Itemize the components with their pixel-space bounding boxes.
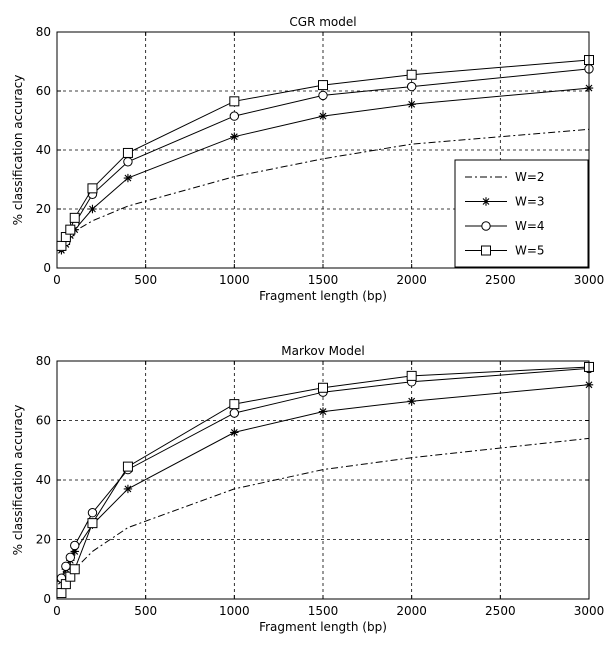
marker-star [70,547,79,556]
chart-markov: 0 500 1000 1500 2000 2500 3000 0 20 40 60 80 Markov … [11,344,604,634]
marker-circle [70,540,80,551]
legend-box [454,159,589,268]
marker-square [56,240,67,251]
x-tick-label: 2000 [396,273,427,287]
marker-circle [87,508,98,518]
series-w2 [60,128,590,251]
marker-circle [406,81,417,92]
legend-label: W=4 [515,219,545,233]
marker-square [318,80,328,91]
x-axis-label: Fragment length (bp) [259,289,387,303]
marker-square [56,588,67,599]
legend-label: W=3 [515,195,545,209]
y-tick-label: 60 [36,414,51,428]
x-tick-label: 500 [134,273,157,287]
marker-star [123,173,133,183]
x-tick-label: 1500 [308,604,339,618]
marker-square [65,224,76,235]
marker-star [88,204,97,214]
chart-cgr: 0 500 1000 1500 2000 2500 3000 0 20 40 60 80 CGR mod… [11,15,604,303]
marker-star [318,111,328,121]
series-line [60,128,590,251]
marker-star [407,396,416,406]
marker-star [481,197,491,206]
x-tick-label: 1000 [219,604,250,618]
marker-square [87,183,98,194]
marker-square [69,212,80,223]
marker-square [229,96,240,107]
marker-star [230,132,239,141]
y-tick-label: 40 [36,143,51,157]
marker-circle [481,221,491,231]
marker-square [87,518,98,529]
x-tick-label: 0 [53,604,61,618]
y-tick-label: 0 [43,592,51,606]
y-tick-label: 20 [36,202,51,216]
y-tick-label: 20 [36,533,51,547]
marker-star [318,407,328,416]
marker-circle [318,90,328,101]
chart-title: Markov Model [281,344,364,358]
marker-square [406,69,417,80]
marker-square [229,399,240,410]
marker-star [407,100,416,109]
x-tick-label: 0 [53,273,61,287]
marker-circle [123,157,133,167]
y-tick-label: 80 [36,25,51,39]
x-tick-label: 2000 [396,604,427,618]
x-tick-label: 2500 [485,273,516,287]
y-tick-label: 60 [36,84,51,98]
x-tick-label: 500 [134,604,157,618]
marker-square [69,564,80,575]
chart-title: CGR model [289,15,356,29]
y-tick-label: 40 [36,473,51,487]
legend-label: W=5 [515,244,545,258]
marker-square [318,382,328,393]
y-axis-label: % classification accuracy [11,75,25,226]
marker-star [230,428,239,437]
x-tick-label: 3000 [574,273,605,287]
marker-square [122,147,133,158]
series-w5 [56,55,594,251]
y-tick-label: 80 [36,354,51,368]
x-tick-label: 1500 [308,273,339,287]
x-axis-label: Fragment length (bp) [259,620,387,634]
legend: W=2 W=3 W=4 W=5 [454,159,589,268]
marker-circle [229,408,240,418]
y-tick-label: 0 [43,261,51,275]
x-tick-label: 1000 [219,273,250,287]
marker-square [406,370,417,381]
x-tick-label: 2500 [485,604,516,618]
marker-square [481,245,491,256]
marker-square [122,461,133,472]
x-tick-label: 3000 [574,604,605,618]
series-line [60,367,590,579]
marker-circle [61,561,71,571]
marker-circle [229,111,240,121]
y-axis-label: % classification accuracy [11,405,25,556]
legend-label: W=2 [515,170,545,184]
marker-circle [65,552,76,563]
marker-star [123,484,133,494]
